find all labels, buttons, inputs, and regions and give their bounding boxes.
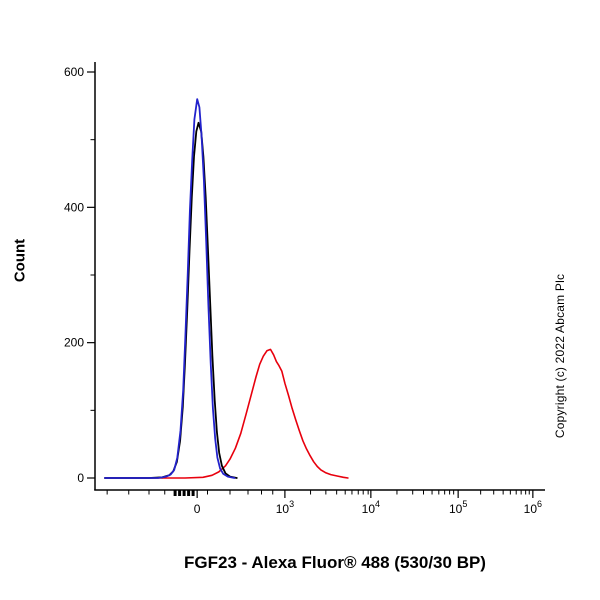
series-black-control bbox=[104, 121, 238, 479]
y-axis-title: Count bbox=[11, 238, 29, 283]
series-blue-control bbox=[104, 98, 236, 479]
series-red-stained-sample bbox=[104, 348, 349, 479]
x-axis-title: FGF23 - Alexa Fluor® 488 (530/30 BP) bbox=[184, 553, 486, 572]
y-tick-label: 200 bbox=[64, 336, 84, 350]
y-tick-label: 400 bbox=[64, 200, 84, 214]
y-tick-label: 600 bbox=[64, 65, 84, 79]
x-tick-label: 103 bbox=[276, 499, 294, 516]
x-tick-label: 0 bbox=[194, 502, 201, 516]
x-tick-label: 106 bbox=[524, 499, 542, 516]
y-tick-label: 0 bbox=[77, 471, 84, 485]
x-tick-label: 104 bbox=[362, 499, 380, 516]
x-tick-label: 105 bbox=[449, 499, 467, 516]
copyright-text: Copyright (c) 2022 Abcam Plc bbox=[553, 273, 567, 439]
